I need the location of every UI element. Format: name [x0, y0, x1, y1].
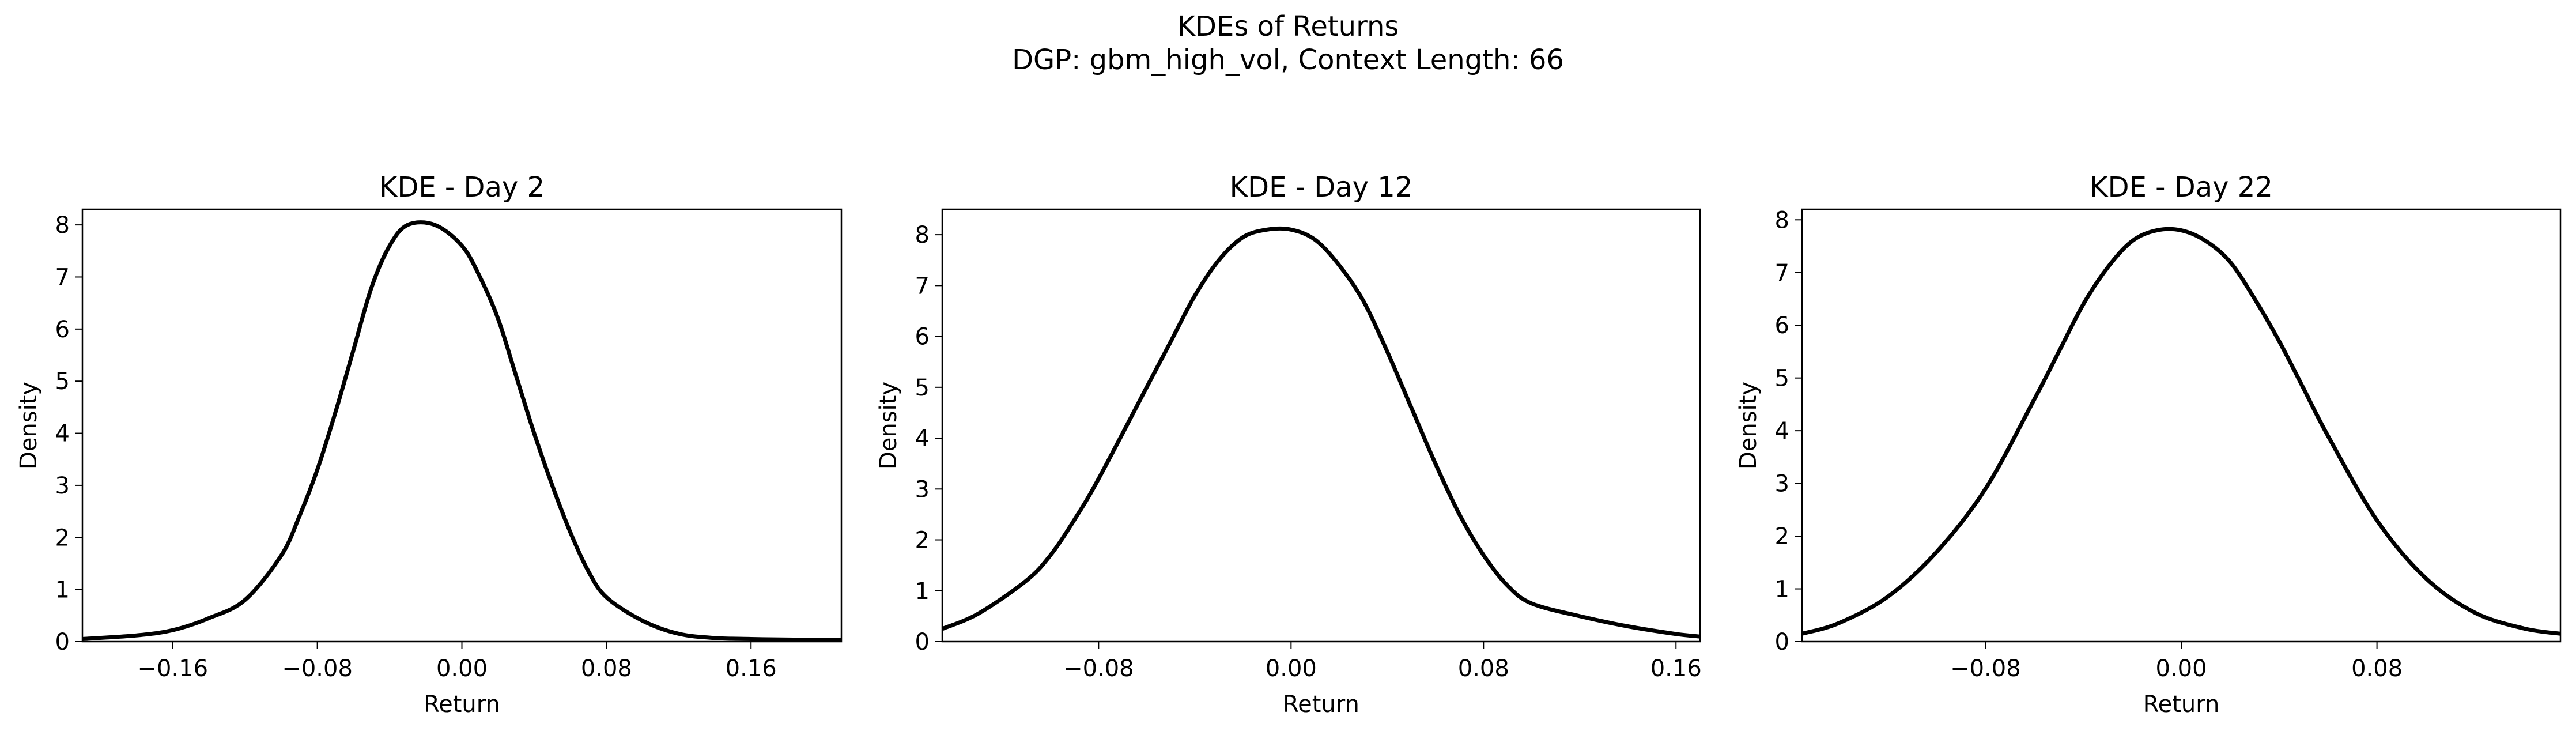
- y-tick-label: 1: [1775, 576, 1789, 603]
- y-tick-label: 4: [915, 425, 930, 452]
- panel-title: KDE - Day 22: [2090, 171, 2273, 203]
- y-tick-label: 1: [55, 577, 70, 604]
- kde-curve: [82, 220, 842, 642]
- kde-panel-day-22: KDE - Day 22 Return Density −0.08 0.00 0.08 0 1…: [1735, 171, 2562, 718]
- x-tick-label: 0.00: [1266, 655, 1317, 682]
- x-axis-label: Return: [424, 691, 500, 718]
- y-tick-label: 3: [1775, 471, 1789, 497]
- figure-title-line-1: KDEs of Returns: [1177, 10, 1399, 43]
- x-tick-label: −0.16: [137, 655, 208, 682]
- axes-frame: [1801, 208, 2562, 643]
- y-tick-label: 2: [915, 527, 930, 554]
- y-tick-label: 1: [915, 578, 930, 605]
- y-tick-label: 5: [1775, 365, 1789, 392]
- panel-title: KDE - Day 2: [379, 171, 545, 203]
- y-tick-label: 6: [1775, 312, 1789, 339]
- x-tick-label: 0.08: [581, 655, 632, 682]
- y-tick-label: 8: [55, 212, 70, 239]
- y-tick-label: 0: [55, 629, 70, 655]
- y-tick-label: 5: [55, 368, 70, 395]
- y-tick-label: 4: [55, 421, 70, 447]
- panel-title: KDE - Day 12: [1230, 171, 1413, 203]
- x-tick-label: −0.08: [1950, 655, 2021, 682]
- y-axis-label: Density: [16, 382, 42, 469]
- kde-panel-day-12: KDE - Day 12 Return Density −0.08 0.00 0.08 0.…: [875, 171, 1702, 718]
- y-tick-label: 0: [1775, 629, 1789, 655]
- x-tick-label: −0.08: [1063, 655, 1134, 682]
- y-tick-label: 7: [1775, 260, 1789, 287]
- y-tick-label: 6: [55, 316, 70, 343]
- figure-title-line-2: DGP: gbm_high_vol, Context Length: 66: [1012, 44, 1564, 76]
- y-tick-label: 7: [55, 264, 70, 291]
- y-tick-label: 7: [915, 273, 930, 299]
- y-tick-label: 3: [915, 476, 930, 503]
- x-tick-label: 0.08: [2351, 655, 2403, 682]
- x-tick-label: 0.16: [726, 655, 777, 682]
- y-axis-label: Density: [875, 382, 902, 469]
- y-tick-label: 2: [1775, 523, 1789, 550]
- x-tick-label: 0.08: [1458, 655, 1509, 682]
- axes-frame: [941, 208, 1701, 643]
- x-tick-label: −0.08: [282, 655, 353, 682]
- x-tick-label: 0.00: [2155, 655, 2207, 682]
- x-tick-label: 0.16: [1650, 655, 1702, 682]
- y-tick-label: 8: [915, 222, 930, 248]
- kde-curve: [941, 226, 1701, 639]
- x-axis-label: Return: [2143, 691, 2220, 718]
- y-tick-label: 8: [1775, 207, 1789, 233]
- kde-curve: [1801, 227, 2561, 636]
- y-tick-label: 5: [915, 375, 930, 401]
- y-tick-label: 0: [915, 629, 930, 655]
- y-tick-label: 6: [915, 324, 930, 350]
- y-tick-label: 4: [1775, 418, 1789, 444]
- x-tick-label: 0.00: [436, 655, 488, 682]
- kde-panel-day-2: KDE - Day 2 Return Density −0.16 −0.08 0.00 0.…: [16, 171, 843, 718]
- y-axis-label: Density: [1735, 382, 1762, 469]
- x-axis-label: Return: [1283, 691, 1359, 718]
- y-tick-label: 2: [55, 525, 70, 551]
- y-tick-label: 3: [55, 473, 70, 499]
- axes-frame: [81, 208, 843, 643]
